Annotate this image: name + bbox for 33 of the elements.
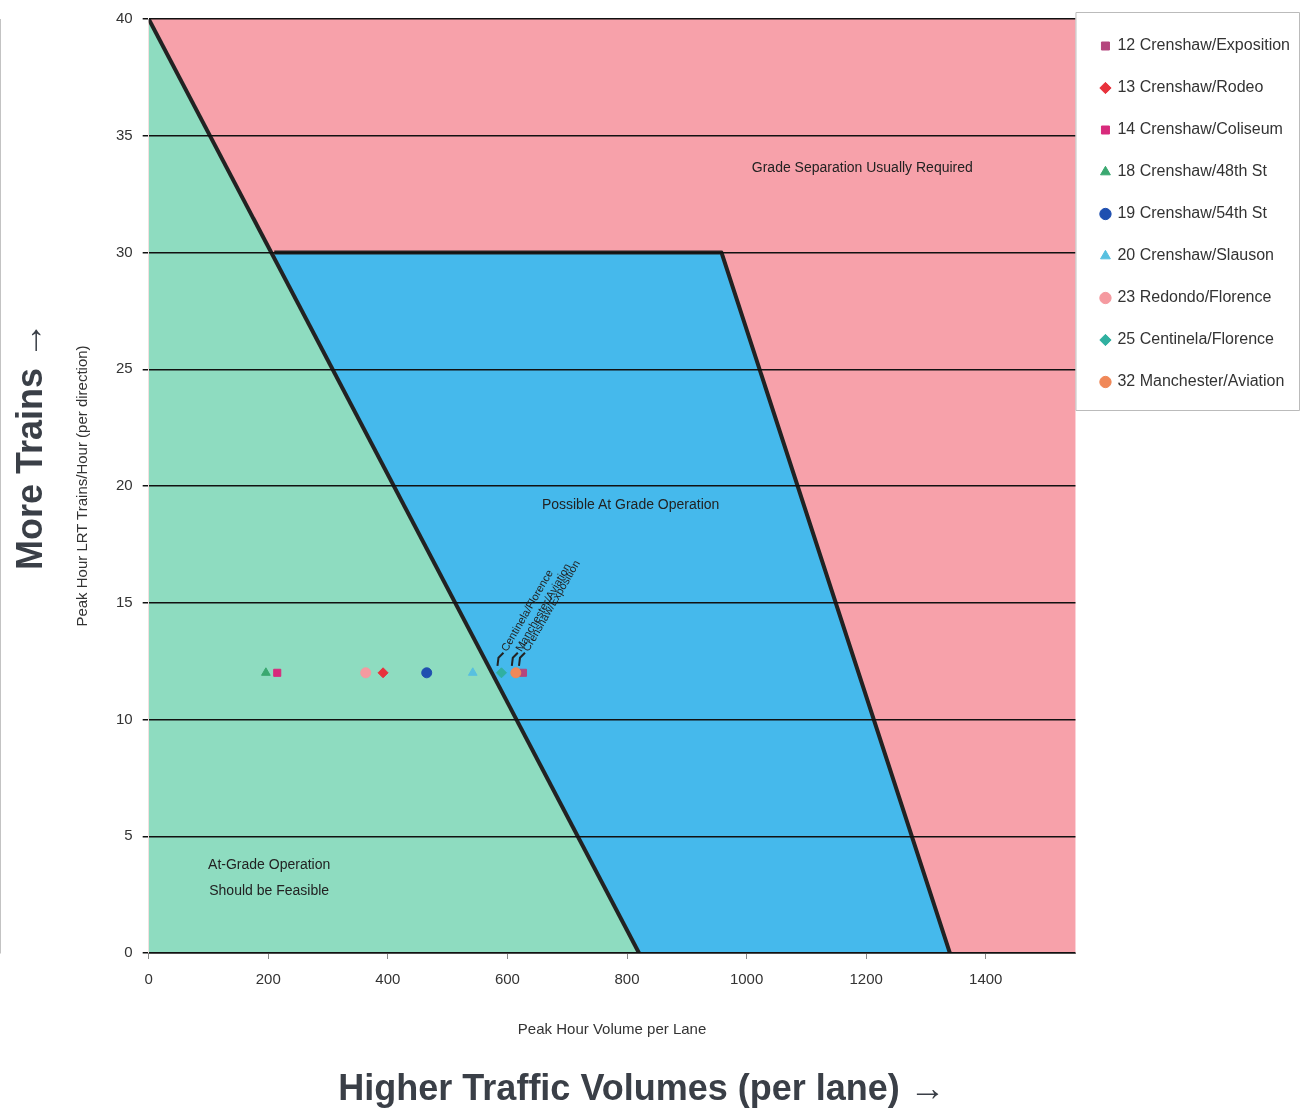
legend-label: 23 Redondo/Florence	[1117, 288, 1272, 306]
y-tick-label: 5	[124, 826, 133, 844]
y-axis-title: Peak Hour LRT Trains/Hour (per direction)	[73, 345, 91, 627]
text: Higher Traffic Volumes (per lane) →	[338, 1066, 946, 1108]
x-tick-label: 0	[144, 970, 153, 988]
annotation: Grade Separation Usually Required	[751, 159, 973, 176]
x-tick-label: 400	[375, 970, 401, 988]
legend-label: 13 Crenshaw/Rodeo	[1117, 78, 1264, 96]
legend-label: 32 Manchester/Aviation	[1117, 372, 1285, 390]
legend-label: 20 Crenshaw/Slauson	[1117, 246, 1275, 264]
y-tick-label: 40	[116, 9, 133, 27]
legend-label: 12 Crenshaw/Exposition	[1117, 36, 1291, 54]
x-tick-label: 800	[614, 970, 640, 988]
x-tick-label: 1200	[849, 970, 883, 988]
legend-label: 19 Crenshaw/54th St	[1117, 204, 1268, 222]
x-axis-title: Peak Hour Volume per Lane	[517, 1020, 707, 1038]
annotation: At-Grade Operation Should be Feasible	[208, 856, 331, 899]
y-tick-label: 0	[124, 943, 133, 961]
text: More Trains →	[8, 321, 50, 571]
y-tick-label: 30	[116, 242, 133, 260]
legend-label: 14 Crenshaw/Coliseum	[1117, 120, 1283, 138]
legend-label: 25 Centinela/Florence	[1117, 330, 1275, 348]
y-tick-label: 25	[116, 359, 133, 377]
x-tick-label: 1400	[969, 970, 1003, 988]
y-tick-label: 20	[116, 476, 133, 494]
x-tick-label: 600	[494, 970, 520, 988]
legend-label: 18 Crenshaw/48th St	[1117, 162, 1268, 180]
y-tick-label: 15	[116, 592, 133, 610]
x-tick-label: 200	[255, 970, 281, 988]
annotation: Possible At Grade Operation	[541, 495, 720, 512]
y-tick-label: 35	[116, 125, 133, 143]
x-tick-label: 1000	[729, 970, 764, 988]
y-tick-label: 10	[116, 709, 133, 727]
